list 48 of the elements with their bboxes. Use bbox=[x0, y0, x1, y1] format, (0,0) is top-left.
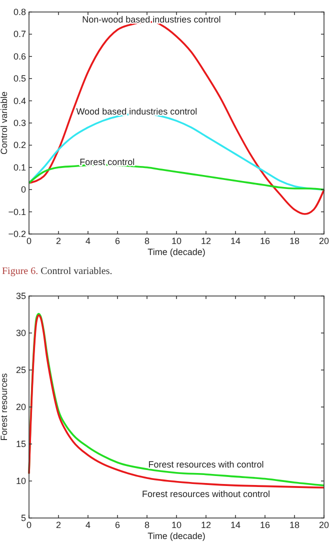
caption: Figure 6. Control variables. bbox=[2, 266, 112, 277]
x-tick-label: 18 bbox=[289, 236, 300, 246]
y-axis-title: Forest resources bbox=[0, 372, 9, 441]
x-tick-label: 20 bbox=[318, 236, 330, 246]
y-tick-label: −0.2 bbox=[8, 229, 26, 239]
x-tick-label: 2 bbox=[56, 236, 62, 246]
series-label: Forest resources without control bbox=[142, 488, 270, 499]
y-tick-label: 0.3 bbox=[13, 118, 26, 128]
x-tick-label: 8 bbox=[144, 236, 150, 246]
x-tick-label: 12 bbox=[200, 520, 212, 530]
y-tick-label: 35 bbox=[16, 291, 26, 301]
x-tick-label: 16 bbox=[260, 520, 270, 530]
line-series bbox=[28, 164, 325, 190]
y-tick-label: −0.1 bbox=[8, 206, 26, 217]
y-axis-title: Control variable bbox=[0, 91, 9, 155]
x-tick-label: 6 bbox=[114, 520, 120, 530]
x-tick-label: 14 bbox=[230, 520, 241, 530]
y-tick-label: 20 bbox=[16, 402, 26, 412]
y-tick-label: 30 bbox=[16, 328, 26, 338]
x-tick-label: 20 bbox=[318, 520, 330, 530]
x-tick-label: 14 bbox=[230, 236, 241, 246]
series-label: Non-wood based industries control bbox=[82, 14, 221, 24]
x-tick-label: 10 bbox=[171, 520, 182, 530]
x-axis-title: Time (decade) bbox=[148, 531, 206, 541]
y-tick-label: 0 bbox=[20, 184, 26, 195]
y-tick-label: 0.8 bbox=[13, 7, 26, 17]
y-tick-label: 10 bbox=[16, 476, 26, 486]
x-tick-label: 4 bbox=[85, 236, 91, 246]
y-tick-label: 25 bbox=[16, 365, 26, 375]
x-tick-label: 2 bbox=[56, 520, 62, 530]
y-tick-label: 0.6 bbox=[13, 51, 26, 62]
y-tick-label: 0.7 bbox=[13, 29, 26, 40]
x-axis-title: Time (decade) bbox=[148, 247, 206, 257]
series-label: Forest resources with control bbox=[148, 459, 264, 470]
y-tick-label: 0.2 bbox=[13, 140, 26, 150]
line-series bbox=[28, 21, 325, 215]
y-tick-label: 0.5 bbox=[13, 74, 26, 84]
x-tick-label: 12 bbox=[200, 236, 212, 246]
x-tick-label: 6 bbox=[114, 236, 120, 246]
y-tick-label: 15 bbox=[16, 439, 26, 449]
y-tick-label: 5 bbox=[20, 513, 26, 523]
x-tick-label: 10 bbox=[171, 236, 182, 246]
y-tick-label: 0.4 bbox=[13, 96, 26, 106]
x-tick-label: 8 bbox=[144, 520, 150, 530]
y-tick-label: 0.1 bbox=[13, 162, 26, 172]
x-tick-label: 4 bbox=[85, 520, 91, 530]
x-tick-label: 16 bbox=[260, 236, 270, 246]
x-tick-label: 18 bbox=[289, 520, 300, 530]
